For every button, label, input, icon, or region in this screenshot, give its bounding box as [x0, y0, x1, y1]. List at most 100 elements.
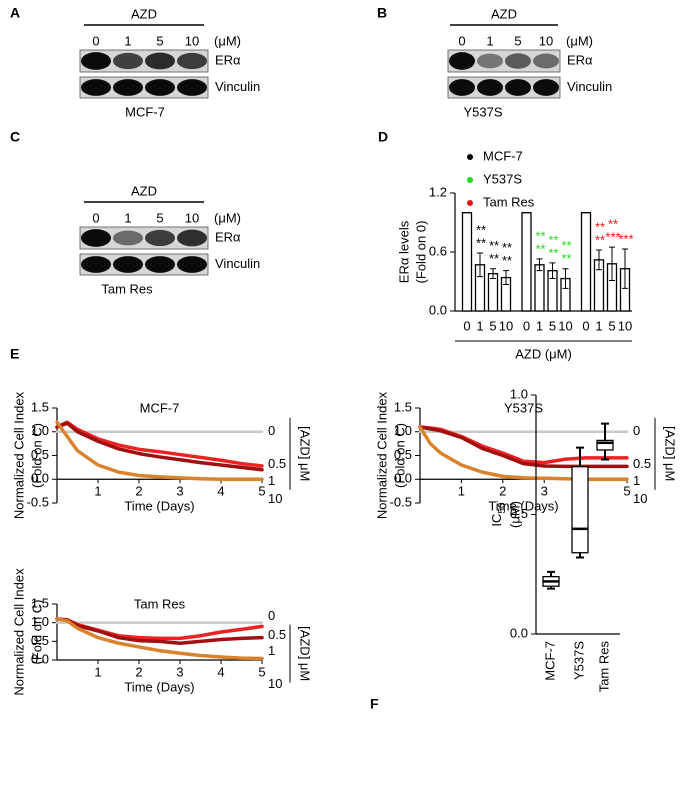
- blot-band: [113, 256, 143, 273]
- significance: **: [502, 253, 512, 268]
- blot-band: [113, 79, 143, 96]
- x-tick-label: 5: [258, 664, 265, 679]
- blot-band: [505, 53, 531, 69]
- treatment-label: AZD: [131, 183, 157, 198]
- blot-band: [113, 52, 143, 70]
- y-axis-label: IC50: [489, 502, 507, 527]
- bar: [487, 272, 499, 312]
- significance: **: [548, 232, 558, 247]
- blot-band: [533, 53, 559, 69]
- y-axis-label: (Fold on 0): [413, 221, 428, 284]
- y-tick-label: 1.0: [510, 386, 528, 401]
- blot-strip: [79, 226, 209, 250]
- error-bar: [490, 268, 496, 280]
- legend-title: [AZD] μM: [663, 426, 678, 481]
- blot-strip: [447, 49, 561, 73]
- x-tick-label: 5: [549, 318, 556, 333]
- panel-label: F: [370, 696, 379, 712]
- x-tick-label: 1: [595, 318, 602, 333]
- protein-label: Vinculin: [215, 79, 260, 94]
- y-axis-label: Normalized Cell Index: [11, 391, 26, 519]
- legend-title: [AZD] μM: [298, 626, 313, 681]
- protein-label: Vinculin: [215, 256, 260, 271]
- significance: ***: [605, 230, 620, 245]
- series-line: [418, 425, 629, 481]
- y-tick-label: 0.5: [31, 447, 49, 462]
- dose-label: 1: [124, 33, 131, 48]
- significance: **: [595, 219, 605, 234]
- panel-label: A: [10, 5, 20, 21]
- x-axis-label: AZD (μM): [515, 346, 572, 361]
- error-bar: [549, 262, 556, 280]
- blot-band: [81, 256, 111, 273]
- x-tick-label: Tam Res: [596, 641, 611, 693]
- y-tick-label: -0.5: [27, 494, 49, 509]
- y-tick-label: 1.5: [31, 399, 49, 414]
- blot-band: [113, 230, 143, 246]
- protein-label: Vinculin: [567, 79, 612, 94]
- blot-strip: [447, 76, 561, 99]
- x-tick-label: 1: [458, 484, 465, 499]
- series-label: 0.5: [268, 456, 286, 471]
- x-tick-label: 5: [623, 484, 630, 499]
- blot-strip: [79, 49, 209, 73]
- significance: **: [502, 240, 512, 255]
- significance: **: [476, 222, 486, 237]
- blot-band: [145, 79, 175, 96]
- cell-line-label: Y537S: [463, 104, 502, 119]
- y-axis-label: ERα levels: [396, 220, 411, 283]
- legend-marker: [467, 154, 473, 160]
- y-tick-label: 0.0: [31, 471, 49, 486]
- dose-label: 5: [156, 210, 163, 225]
- protein-label: ERα: [567, 52, 593, 67]
- x-tick-label: 10: [618, 318, 632, 333]
- significance: **: [535, 241, 545, 256]
- series-line: [55, 421, 264, 472]
- dose-label: 0: [458, 33, 465, 48]
- dose-label: 10: [185, 210, 199, 225]
- dose-label: 0: [92, 33, 99, 48]
- blot-band: [81, 229, 111, 247]
- series-label: 1: [268, 643, 275, 658]
- series-label: 0: [268, 423, 275, 438]
- blot-strip: [79, 76, 209, 99]
- significance: **: [535, 228, 545, 243]
- blot-band: [145, 256, 175, 273]
- y-tick-label: 1.2: [429, 184, 447, 199]
- y-tick-label: 0.5: [510, 506, 528, 521]
- cell-line-label: MCF-7: [125, 104, 165, 119]
- y-tick-label: 0.0: [31, 651, 49, 666]
- y-tick-label: 0.0: [429, 302, 447, 317]
- x-axis-label: Time (Days): [488, 499, 558, 514]
- blot-band: [177, 256, 207, 273]
- significance: **: [489, 238, 499, 253]
- dose-label: 0: [92, 210, 99, 225]
- x-tick-label: 2: [499, 484, 506, 499]
- unit-label: (μM): [566, 33, 593, 48]
- x-tick-label: 10: [499, 318, 513, 333]
- significance: **: [595, 232, 605, 247]
- x-tick-label: 0: [463, 318, 470, 333]
- legend-label: Tam Res: [483, 194, 535, 209]
- x-tick-label: Y537S: [571, 641, 586, 680]
- series-label: 0: [268, 608, 275, 623]
- bar: [534, 264, 545, 312]
- box: [596, 439, 614, 451]
- y-axis-label: (Fold on C): [392, 423, 407, 488]
- dose-label: 10: [539, 33, 553, 48]
- x-tick-label: MCF-7: [542, 641, 557, 681]
- significance: **: [561, 238, 571, 253]
- bar: [580, 212, 592, 312]
- error-bar: [562, 268, 569, 289]
- x-tick-label: 0: [582, 318, 589, 333]
- chart-title: Y537S: [504, 400, 543, 415]
- x-axis-label: Time (Days): [124, 679, 194, 694]
- series-label: 10: [633, 491, 647, 506]
- chart-title: MCF-7: [140, 400, 180, 415]
- x-tick-label: 1: [94, 664, 101, 679]
- treatment-label: AZD: [131, 6, 157, 21]
- significance: **: [608, 217, 618, 232]
- panel-label: D: [378, 129, 388, 145]
- x-tick-label: 5: [608, 318, 615, 333]
